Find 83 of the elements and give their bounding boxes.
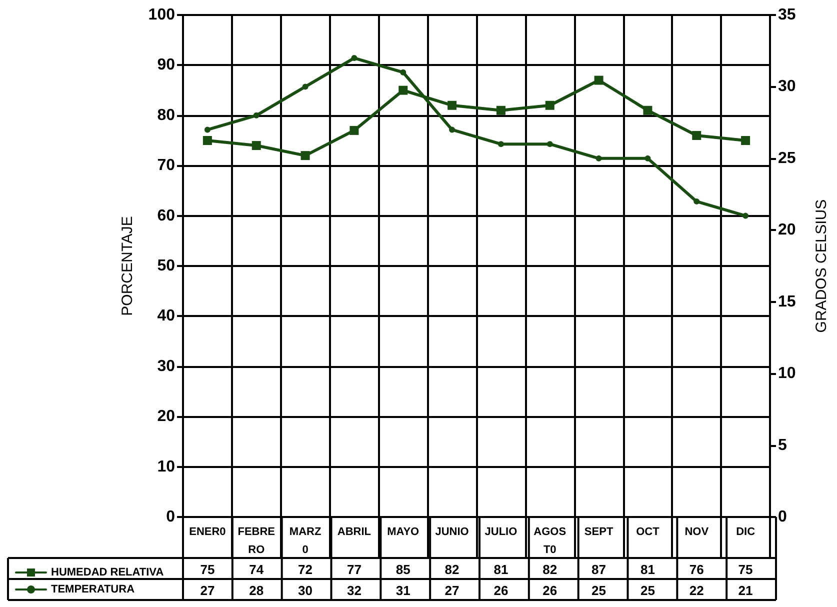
- point: [741, 136, 750, 145]
- x-tick-label: ENER0: [189, 526, 226, 538]
- data-label: 81: [640, 562, 655, 577]
- point: [204, 126, 210, 133]
- y-axis-title: PORCENTAJE: [119, 216, 136, 316]
- data-label: 27: [200, 583, 215, 598]
- data-label: 26: [542, 583, 558, 598]
- point: [546, 141, 553, 148]
- y2-axis-title: GRADOS CELSIUS: [813, 199, 830, 333]
- data-label: 77: [346, 562, 362, 577]
- legend-label: TEMPERATURA: [51, 584, 135, 596]
- y-tick-label: 50: [157, 258, 176, 274]
- y2-tick-label: 35: [778, 6, 796, 24]
- y-tick-label: 90: [157, 56, 176, 74]
- point: [398, 86, 408, 95]
- data-label: 32: [346, 583, 362, 598]
- data-label: 31: [396, 583, 410, 598]
- point: [351, 55, 358, 62]
- y-tick-label: 60: [157, 207, 176, 224]
- data-label: 26: [494, 583, 508, 598]
- data-label: 30: [298, 583, 313, 598]
- y-tick-label: 70: [157, 157, 176, 174]
- y2-tick-label: 5: [778, 436, 787, 454]
- data-label: 21: [738, 583, 753, 598]
- x-tick-label: JULIO: [484, 526, 518, 538]
- point: [302, 84, 308, 90]
- x-tick-label: ABRIL: [337, 526, 372, 538]
- x-tick-label: DIC: [736, 526, 756, 538]
- point: [253, 112, 260, 118]
- x-tick-label: MAYO: [387, 526, 420, 538]
- x-tick-label: SEPT: [584, 526, 614, 538]
- point: [350, 126, 359, 135]
- x-tick-label: NOV: [684, 526, 710, 538]
- x-tick-label: FEBRERO: [238, 526, 276, 556]
- point: [400, 69, 406, 76]
- point: [496, 106, 506, 115]
- y2-tick-label: 20: [778, 222, 796, 239]
- data-label: 75: [200, 562, 215, 577]
- data-label: 87: [592, 562, 606, 577]
- data-label: 82: [444, 562, 460, 577]
- point: [448, 100, 457, 110]
- y-tick-label: 100: [148, 6, 176, 24]
- point: [643, 106, 652, 115]
- x-tick-label: MARZ0: [289, 526, 322, 556]
- point: [300, 151, 310, 160]
- y-tick-label: 30: [157, 358, 176, 375]
- data-label: 22: [689, 583, 704, 598]
- data-label: 25: [592, 583, 606, 598]
- data-label: 28: [249, 583, 264, 598]
- point: [594, 76, 604, 85]
- x-tick-label: JUNIO: [435, 526, 470, 538]
- point: [449, 126, 456, 133]
- y-tick-label: 10: [157, 458, 176, 476]
- x-tick-label: AGOST0: [534, 526, 566, 556]
- y-tick-label: 20: [157, 408, 176, 426]
- legend-label: HUMEDAD RELATIVA: [51, 566, 164, 578]
- data-label: 81: [494, 562, 508, 577]
- y2-tick-label: 15: [778, 293, 796, 310]
- data-label: 76: [689, 562, 704, 577]
- y2-tick-label: 30: [778, 78, 796, 96]
- y-tick-label: 80: [157, 106, 176, 124]
- y-tick-label: 40: [157, 308, 176, 325]
- data-label: 75: [738, 562, 753, 577]
- y2-tick-label: 0: [778, 508, 787, 526]
- point: [252, 141, 261, 150]
- point: [596, 155, 602, 162]
- point: [742, 212, 749, 219]
- data-label: 85: [396, 562, 410, 577]
- point: [644, 155, 651, 162]
- y2-tick-label: 10: [778, 365, 796, 382]
- point: [692, 130, 702, 140]
- y-tick-label: 0: [166, 508, 176, 526]
- point: [202, 136, 212, 145]
- data-label: 72: [298, 562, 313, 577]
- data-label: 25: [640, 583, 655, 598]
- point: [498, 141, 504, 148]
- data-label: 82: [542, 562, 558, 577]
- y2-tick-label: 25: [778, 150, 796, 167]
- point: [694, 198, 700, 204]
- data-label: 74: [249, 562, 264, 577]
- data-label: 27: [444, 583, 460, 598]
- point: [545, 100, 554, 110]
- x-tick-label: OCT: [636, 526, 660, 538]
